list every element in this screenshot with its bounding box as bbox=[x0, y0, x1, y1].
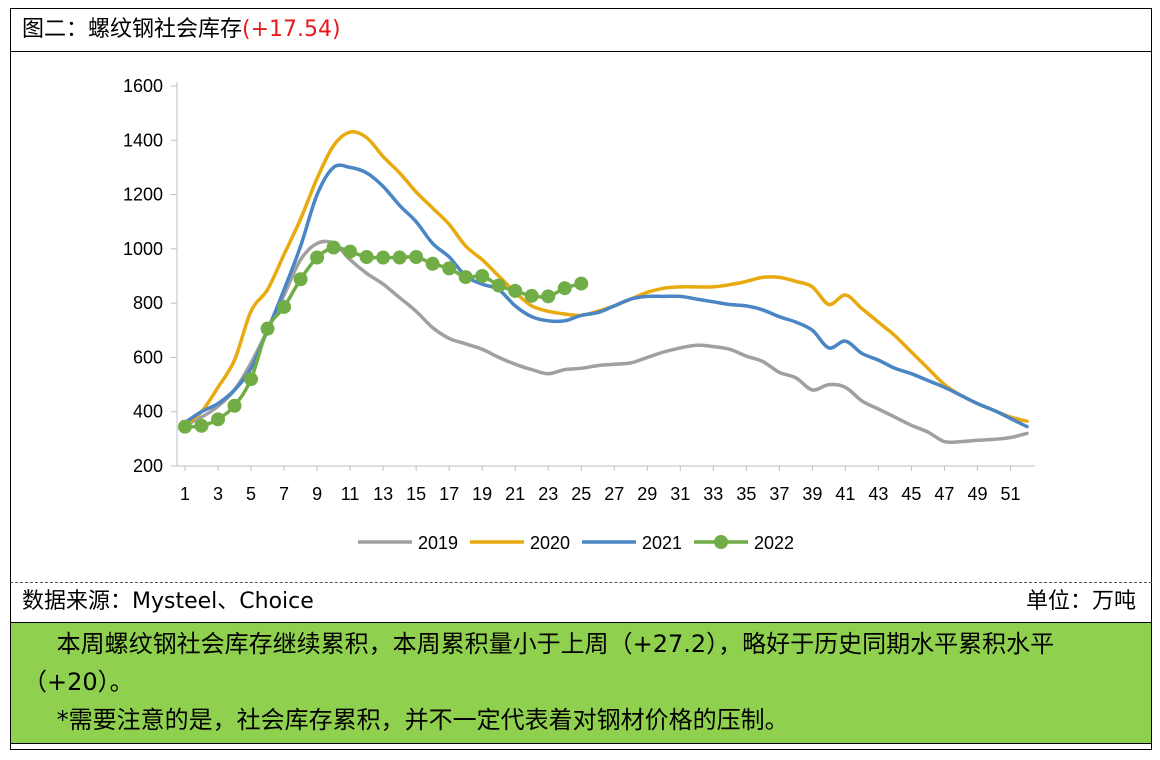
data-point-2022 bbox=[524, 288, 539, 303]
x-tick-label: 35 bbox=[736, 484, 756, 504]
data-point-2022 bbox=[326, 240, 341, 255]
x-tick-label: 39 bbox=[802, 484, 822, 504]
x-tick-label: 33 bbox=[703, 484, 723, 504]
y-tick-label: 400 bbox=[133, 402, 163, 422]
legend-label-2022: 2022 bbox=[754, 533, 794, 553]
x-tick-label: 23 bbox=[538, 484, 558, 504]
x-tick-label: 45 bbox=[901, 484, 921, 504]
data-point-2022 bbox=[475, 269, 490, 283]
data-point-2022 bbox=[359, 250, 374, 264]
data-point-2022 bbox=[260, 321, 275, 336]
x-tick-label: 43 bbox=[868, 484, 888, 504]
y-tick-label: 1200 bbox=[123, 185, 163, 205]
chart-area: 200 400 600 800 1000 1200 1400 1600 1 3 5 7 9 11 13 15 1… bbox=[10, 52, 1152, 582]
source-row: 数据来源：Mysteel、Choice 单位：万吨 bbox=[10, 582, 1152, 622]
figure-frame bbox=[10, 8, 1152, 750]
title-text: 图二：螺纹钢社会库存 bbox=[22, 17, 243, 42]
legend-label-2020: 2020 bbox=[530, 533, 570, 553]
x-tick-label: 47 bbox=[934, 484, 954, 504]
data-point-2022 bbox=[557, 281, 572, 296]
y-tick-label: 200 bbox=[133, 456, 163, 476]
commentary-line-2: *需要注意的是，社会库存累积，并不一定代表着对钢材价格的压制。 bbox=[56, 706, 789, 734]
data-point-2022 bbox=[194, 418, 209, 433]
data-point-2022 bbox=[409, 250, 424, 264]
data-point-2022 bbox=[244, 372, 259, 387]
data-point-2022 bbox=[491, 278, 506, 293]
data-point-2022 bbox=[310, 250, 325, 265]
x-tick-label: 15 bbox=[406, 484, 426, 504]
commentary-line-1: 本周螺纹钢社会库存继续累积，本周累积量小于上周（+27.2），略好于历史同期水平… bbox=[23, 630, 1055, 696]
data-point-2022 bbox=[392, 250, 407, 265]
x-tick-label: 41 bbox=[835, 484, 855, 504]
x-tick-label: 13 bbox=[373, 484, 393, 504]
data-point-2022 bbox=[227, 398, 242, 413]
data-point-2022 bbox=[277, 299, 292, 314]
legend-label-2021: 2021 bbox=[642, 533, 682, 553]
series-line-2019 bbox=[183, 239, 1029, 445]
x-tick-label: 5 bbox=[246, 484, 256, 504]
x-tick-label: 49 bbox=[967, 484, 987, 504]
x-tick-label: 37 bbox=[769, 484, 789, 504]
y-tick-label: 600 bbox=[133, 347, 163, 367]
x-tick-label: 51 bbox=[1000, 484, 1020, 504]
y-tick-label: 1600 bbox=[123, 76, 163, 96]
data-point-2022 bbox=[376, 250, 391, 265]
data-source: 数据来源：Mysteel、Choice bbox=[22, 589, 314, 614]
x-tick-label: 7 bbox=[279, 484, 289, 504]
data-point-2022 bbox=[541, 289, 556, 304]
x-tick-label: 21 bbox=[505, 484, 525, 504]
data-point-2022 bbox=[211, 412, 226, 427]
x-tick-label: 9 bbox=[312, 484, 322, 504]
x-tick-label: 19 bbox=[472, 484, 492, 504]
data-point-2022 bbox=[574, 276, 589, 291]
data-point-2022 bbox=[508, 283, 523, 298]
data-point-2022 bbox=[178, 419, 192, 434]
series-line-2022 bbox=[183, 245, 583, 429]
unit-label: 单位：万吨 bbox=[1025, 589, 1136, 614]
data-point-2022 bbox=[458, 270, 473, 285]
data-point-2022 bbox=[442, 261, 457, 276]
x-tick-label: 25 bbox=[571, 484, 591, 504]
x-tick-label: 17 bbox=[439, 484, 459, 504]
x-tick-label: 1 bbox=[180, 484, 190, 504]
x-tick-label: 31 bbox=[670, 484, 690, 504]
y-tick-label: 800 bbox=[133, 293, 163, 313]
commentary-box: 本周螺纹钢社会库存继续累积，本周累积量小于上周（+27.2），略好于历史同期水平… bbox=[10, 622, 1152, 744]
x-tick-label: 3 bbox=[213, 484, 223, 504]
data-point-2022 bbox=[343, 244, 358, 259]
x-tick-label: 29 bbox=[637, 484, 657, 504]
data-point-2022 bbox=[425, 256, 440, 271]
series-line-2021 bbox=[183, 163, 1029, 429]
figure-title: 图二：螺纹钢社会库存(+17.54) bbox=[10, 8, 1152, 52]
y-tick-label: 1400 bbox=[123, 130, 163, 150]
title-change: (+17.54) bbox=[242, 17, 341, 42]
series-line-2020 bbox=[183, 130, 1029, 428]
legend-label-2019: 2019 bbox=[418, 533, 458, 553]
y-tick-label: 1000 bbox=[123, 239, 163, 259]
legend-marker-2022 bbox=[714, 535, 728, 549]
data-point-2022 bbox=[293, 272, 308, 287]
x-tick-label: 27 bbox=[604, 484, 624, 504]
x-tick-label: 11 bbox=[341, 484, 360, 504]
